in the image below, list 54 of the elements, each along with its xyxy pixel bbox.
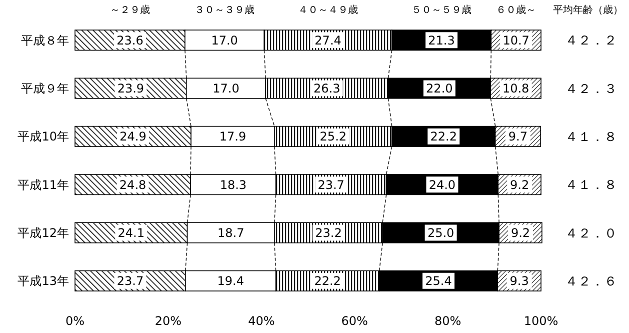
y-tick-label: 平成10年 bbox=[18, 130, 69, 144]
data-label: 23.7 bbox=[116, 274, 144, 288]
series-label: ４０～４９歳 bbox=[298, 4, 358, 16]
text: 平均年齢（歳） bbox=[553, 4, 623, 16]
data-label: 17.0 bbox=[212, 81, 240, 96]
data-label: 25.4 bbox=[425, 274, 452, 288]
data-label: 21.3 bbox=[428, 33, 455, 48]
data-label: 9.2 bbox=[510, 226, 530, 240]
data-label: 22.0 bbox=[426, 81, 453, 96]
data-label: 25.2 bbox=[320, 130, 347, 144]
text: ４２．０ bbox=[565, 226, 617, 242]
data-label: 17.0 bbox=[211, 33, 238, 48]
y-tick-label: 平成12年 bbox=[18, 226, 69, 240]
x-tick-label: 40% bbox=[248, 314, 275, 328]
text: ４１．８ bbox=[565, 178, 617, 194]
data-label: 24.1 bbox=[118, 226, 145, 240]
data-label: 18.7 bbox=[218, 226, 244, 240]
y-tick-label: 平成13年 bbox=[18, 274, 69, 288]
data-label: 9.7 bbox=[508, 130, 528, 144]
x-tick-label: 0% bbox=[65, 314, 85, 328]
data-label: 10.8 bbox=[502, 81, 530, 96]
series-label: ６０歳～ bbox=[496, 4, 536, 16]
data-label: 26.3 bbox=[314, 81, 340, 96]
text: ４２．２ bbox=[565, 34, 617, 49]
data-label: 9.2 bbox=[510, 178, 530, 192]
data-label: 24.8 bbox=[119, 178, 146, 192]
x-tick-label: 60% bbox=[341, 314, 368, 328]
data-label: 23.2 bbox=[315, 226, 342, 240]
data-label: 24.9 bbox=[120, 130, 146, 144]
series-label: ３０～３９歳 bbox=[194, 4, 255, 16]
data-label: 22.2 bbox=[430, 130, 457, 144]
data-label: 9.3 bbox=[510, 274, 529, 288]
data-label: 24.0 bbox=[428, 178, 456, 192]
data-label: 22.2 bbox=[314, 274, 341, 288]
text: ４２．３ bbox=[565, 82, 617, 97]
y-tick-label: 平成11年 bbox=[18, 178, 69, 192]
series-label: ５０～５９歳 bbox=[412, 4, 472, 16]
data-label: 10.7 bbox=[502, 33, 530, 48]
series-label: ～２９歳 bbox=[110, 4, 150, 16]
data-label: 23.6 bbox=[116, 33, 144, 48]
text: ４２．６ bbox=[565, 274, 617, 290]
y-tick-label: 平成９年 bbox=[21, 81, 69, 96]
data-label: 19.4 bbox=[217, 274, 244, 288]
data-label: 25.0 bbox=[427, 226, 454, 240]
data-label: 27.4 bbox=[314, 33, 342, 48]
data-label: 17.9 bbox=[219, 130, 246, 144]
x-tick-label: 80% bbox=[434, 314, 462, 328]
x-tick-label: 100% bbox=[524, 314, 558, 328]
text: ４１．８ bbox=[565, 130, 617, 145]
data-label: 23.9 bbox=[117, 81, 144, 96]
x-tick-label: 20% bbox=[154, 314, 182, 328]
data-label: 18.3 bbox=[220, 178, 247, 192]
data-label: 23.7 bbox=[318, 178, 344, 192]
y-tick-label: 平成８年 bbox=[21, 33, 69, 48]
